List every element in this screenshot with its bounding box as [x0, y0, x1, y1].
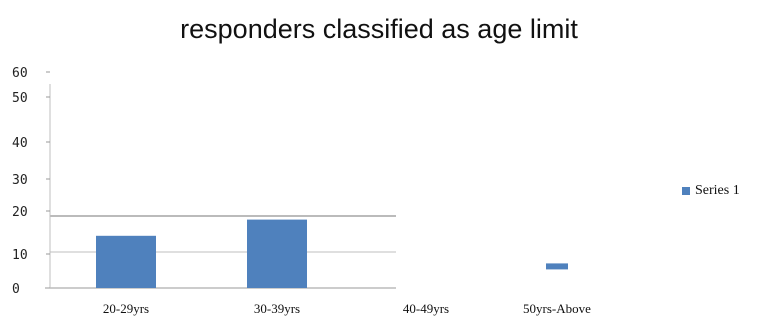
- category-label-40-49yrs: 40-49yrs: [403, 301, 449, 316]
- legend: Series 1: [682, 183, 740, 199]
- y-tick-label-30: 30: [12, 173, 28, 188]
- y-tick-label-10: 10: [12, 248, 28, 263]
- y-tick-label-60: 60: [12, 66, 28, 81]
- y-tick-label-0: 0: [12, 282, 20, 297]
- legend-label-series-1: Series 1: [695, 183, 740, 198]
- legend-swatch: [682, 187, 690, 195]
- category-label-30-39yrs: 30-39yrs: [254, 301, 300, 316]
- category-label-20-29yrs: 20-29yrs: [103, 301, 149, 316]
- bar-30-39yrs: [247, 219, 307, 288]
- category-labels: 20-29yrs 30-39yrs 40-49yrs 50yrs-Above: [103, 301, 591, 316]
- y-axis: [46, 71, 51, 289]
- y-tick-labels: 60 50 40 30 20 10 0: [12, 66, 28, 297]
- bars: [96, 219, 568, 288]
- y-tick-label-40: 40: [12, 136, 28, 151]
- category-label-50yrs-Above: 50yrs-Above: [523, 301, 591, 316]
- bar-50yrs-Above: [546, 263, 568, 270]
- y-tick-label-50: 50: [12, 91, 28, 106]
- y-tick-label-20: 20: [12, 205, 28, 220]
- bar-20-29yrs: [96, 235, 156, 288]
- chart-title: responders classified as age limit: [180, 14, 578, 44]
